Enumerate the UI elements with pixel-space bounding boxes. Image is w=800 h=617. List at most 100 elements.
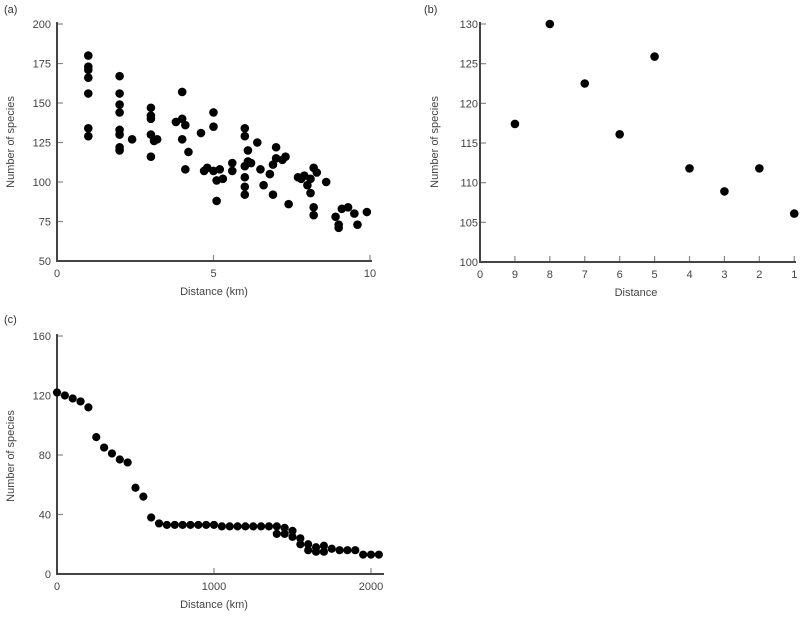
- panel-a-point: [343, 202, 353, 212]
- panel-a-point: [306, 188, 315, 198]
- panel-a-x-tick-label: 5: [210, 268, 216, 280]
- panel-c-y-label: Number of species: [5, 410, 17, 502]
- panel-b-point: [580, 79, 590, 88]
- panel-c-point: [288, 526, 297, 535]
- panel-c-point: [296, 540, 305, 549]
- panel-a-point: [331, 212, 340, 222]
- panel-a-point: [278, 155, 287, 165]
- panel-c-point: [257, 522, 266, 531]
- panel-a-point: [215, 165, 225, 174]
- panel-b-y-tick-label: 125: [460, 59, 478, 71]
- panel-a-point: [84, 65, 93, 75]
- panel-a-point: [115, 146, 124, 155]
- panel-a-point: [312, 168, 322, 177]
- panel-a-point: [227, 166, 237, 176]
- panel-a-point: [181, 120, 190, 130]
- panel-c-point: [296, 534, 305, 543]
- panel-a-point: [321, 177, 331, 187]
- panel-c-point: [76, 397, 85, 406]
- panel-c-point: [52, 388, 62, 397]
- panel-a-point: [146, 152, 156, 162]
- panel-a-point: [240, 182, 250, 192]
- panel-a-point: [84, 73, 93, 83]
- panel-c-point: [304, 546, 313, 555]
- panel-c-x-tick-label: 0: [54, 581, 60, 593]
- panel-a-point: [296, 174, 306, 184]
- panel-b-y-tick-label: 115: [460, 138, 478, 150]
- panel-a-point: [177, 135, 187, 144]
- panel-b-point: [650, 52, 659, 61]
- panel-c-point: [84, 403, 93, 412]
- panel-c-point: [311, 547, 321, 556]
- panel-a-point: [146, 114, 156, 124]
- panel-a-point: [146, 103, 156, 113]
- panel-c-x-label: Distance (km): [180, 599, 248, 611]
- panel-c-x-tick-label: 1000: [202, 581, 226, 593]
- panel-a-point: [240, 131, 250, 141]
- panel-a-point: [253, 138, 262, 147]
- panel-c-label: (c): [4, 314, 17, 326]
- panel-a-y-label: Number of species: [5, 96, 17, 188]
- panel-c-point: [186, 520, 195, 530]
- panel-a-point: [350, 209, 359, 218]
- panel-c-y-tick-label: 120: [33, 391, 51, 403]
- panel-c-point: [272, 522, 281, 531]
- panel-b-label: (b): [424, 4, 437, 16]
- panel-a-point: [284, 199, 293, 209]
- panel-b-point: [510, 119, 520, 129]
- panel-c-point: [100, 443, 109, 452]
- panel-a-point: [84, 51, 93, 60]
- panel-b-point: [545, 19, 555, 29]
- panel-c-point: [233, 522, 242, 531]
- panel-a-label: (a): [4, 4, 17, 16]
- panel-a-y-tick-label: 125: [33, 138, 51, 150]
- panel-c-point: [249, 522, 258, 531]
- panel-b-y-label: Number of species: [429, 96, 441, 188]
- panel-b-y-tick-label: 130: [460, 19, 478, 31]
- panel-a-point: [240, 123, 250, 133]
- panel-c-point: [374, 550, 383, 559]
- panel-a-point: [243, 146, 253, 155]
- panel-c-point: [92, 433, 101, 442]
- panel-a-point: [212, 196, 221, 206]
- panel-c-y-tick-label: 40: [39, 510, 51, 522]
- panel-c-point: [209, 520, 219, 530]
- panel-b-x-tick-label: 1: [791, 269, 797, 281]
- panel-a-y-tick-label: 150: [33, 98, 51, 110]
- panel-a-point: [115, 71, 124, 81]
- panel-c-y-tick-label: 160: [33, 331, 51, 343]
- panel-b-x-tick-label: 2: [756, 269, 762, 281]
- panel-b-point: [720, 187, 729, 196]
- panel-a-point: [334, 223, 344, 233]
- panel-a-point: [227, 158, 237, 168]
- panel-c-y-tick-label: 0: [45, 569, 51, 581]
- panel-b-x-tick-label: 5: [652, 269, 658, 281]
- panel-b-x-tick-label: 8: [547, 269, 553, 281]
- panel-b-x-tick-label: 6: [617, 269, 623, 281]
- panel-c-point: [107, 449, 117, 458]
- panel-b-point: [789, 209, 799, 218]
- panel-a-point: [240, 190, 250, 199]
- panel-a-x-tick-label: 10: [364, 268, 376, 280]
- panel-a-x-tick-label: 0: [54, 268, 60, 280]
- panel-a-point: [115, 89, 124, 98]
- panel-b-y-tick-label: 120: [460, 98, 478, 110]
- panel-a-point: [256, 165, 265, 174]
- panel-a-point: [218, 174, 228, 184]
- panel-c-point: [162, 520, 171, 530]
- panel-a-point: [240, 172, 250, 182]
- panel-c-point: [170, 520, 179, 530]
- panel-b-point: [615, 129, 624, 139]
- panel-a-point: [181, 165, 190, 174]
- panel-c-point: [217, 522, 226, 531]
- panel-b-point: [685, 164, 694, 173]
- panel-c-point: [335, 546, 344, 555]
- panel-a-point: [209, 108, 218, 117]
- panel-c-point: [194, 520, 203, 530]
- panel-a-point: [265, 169, 275, 179]
- panel-b-y-tick-label: 105: [460, 217, 478, 229]
- panel-b-x-tick-label: 4: [686, 269, 692, 281]
- panel-c-point: [178, 520, 187, 530]
- panel-c-x-tick-label: 2000: [359, 581, 383, 593]
